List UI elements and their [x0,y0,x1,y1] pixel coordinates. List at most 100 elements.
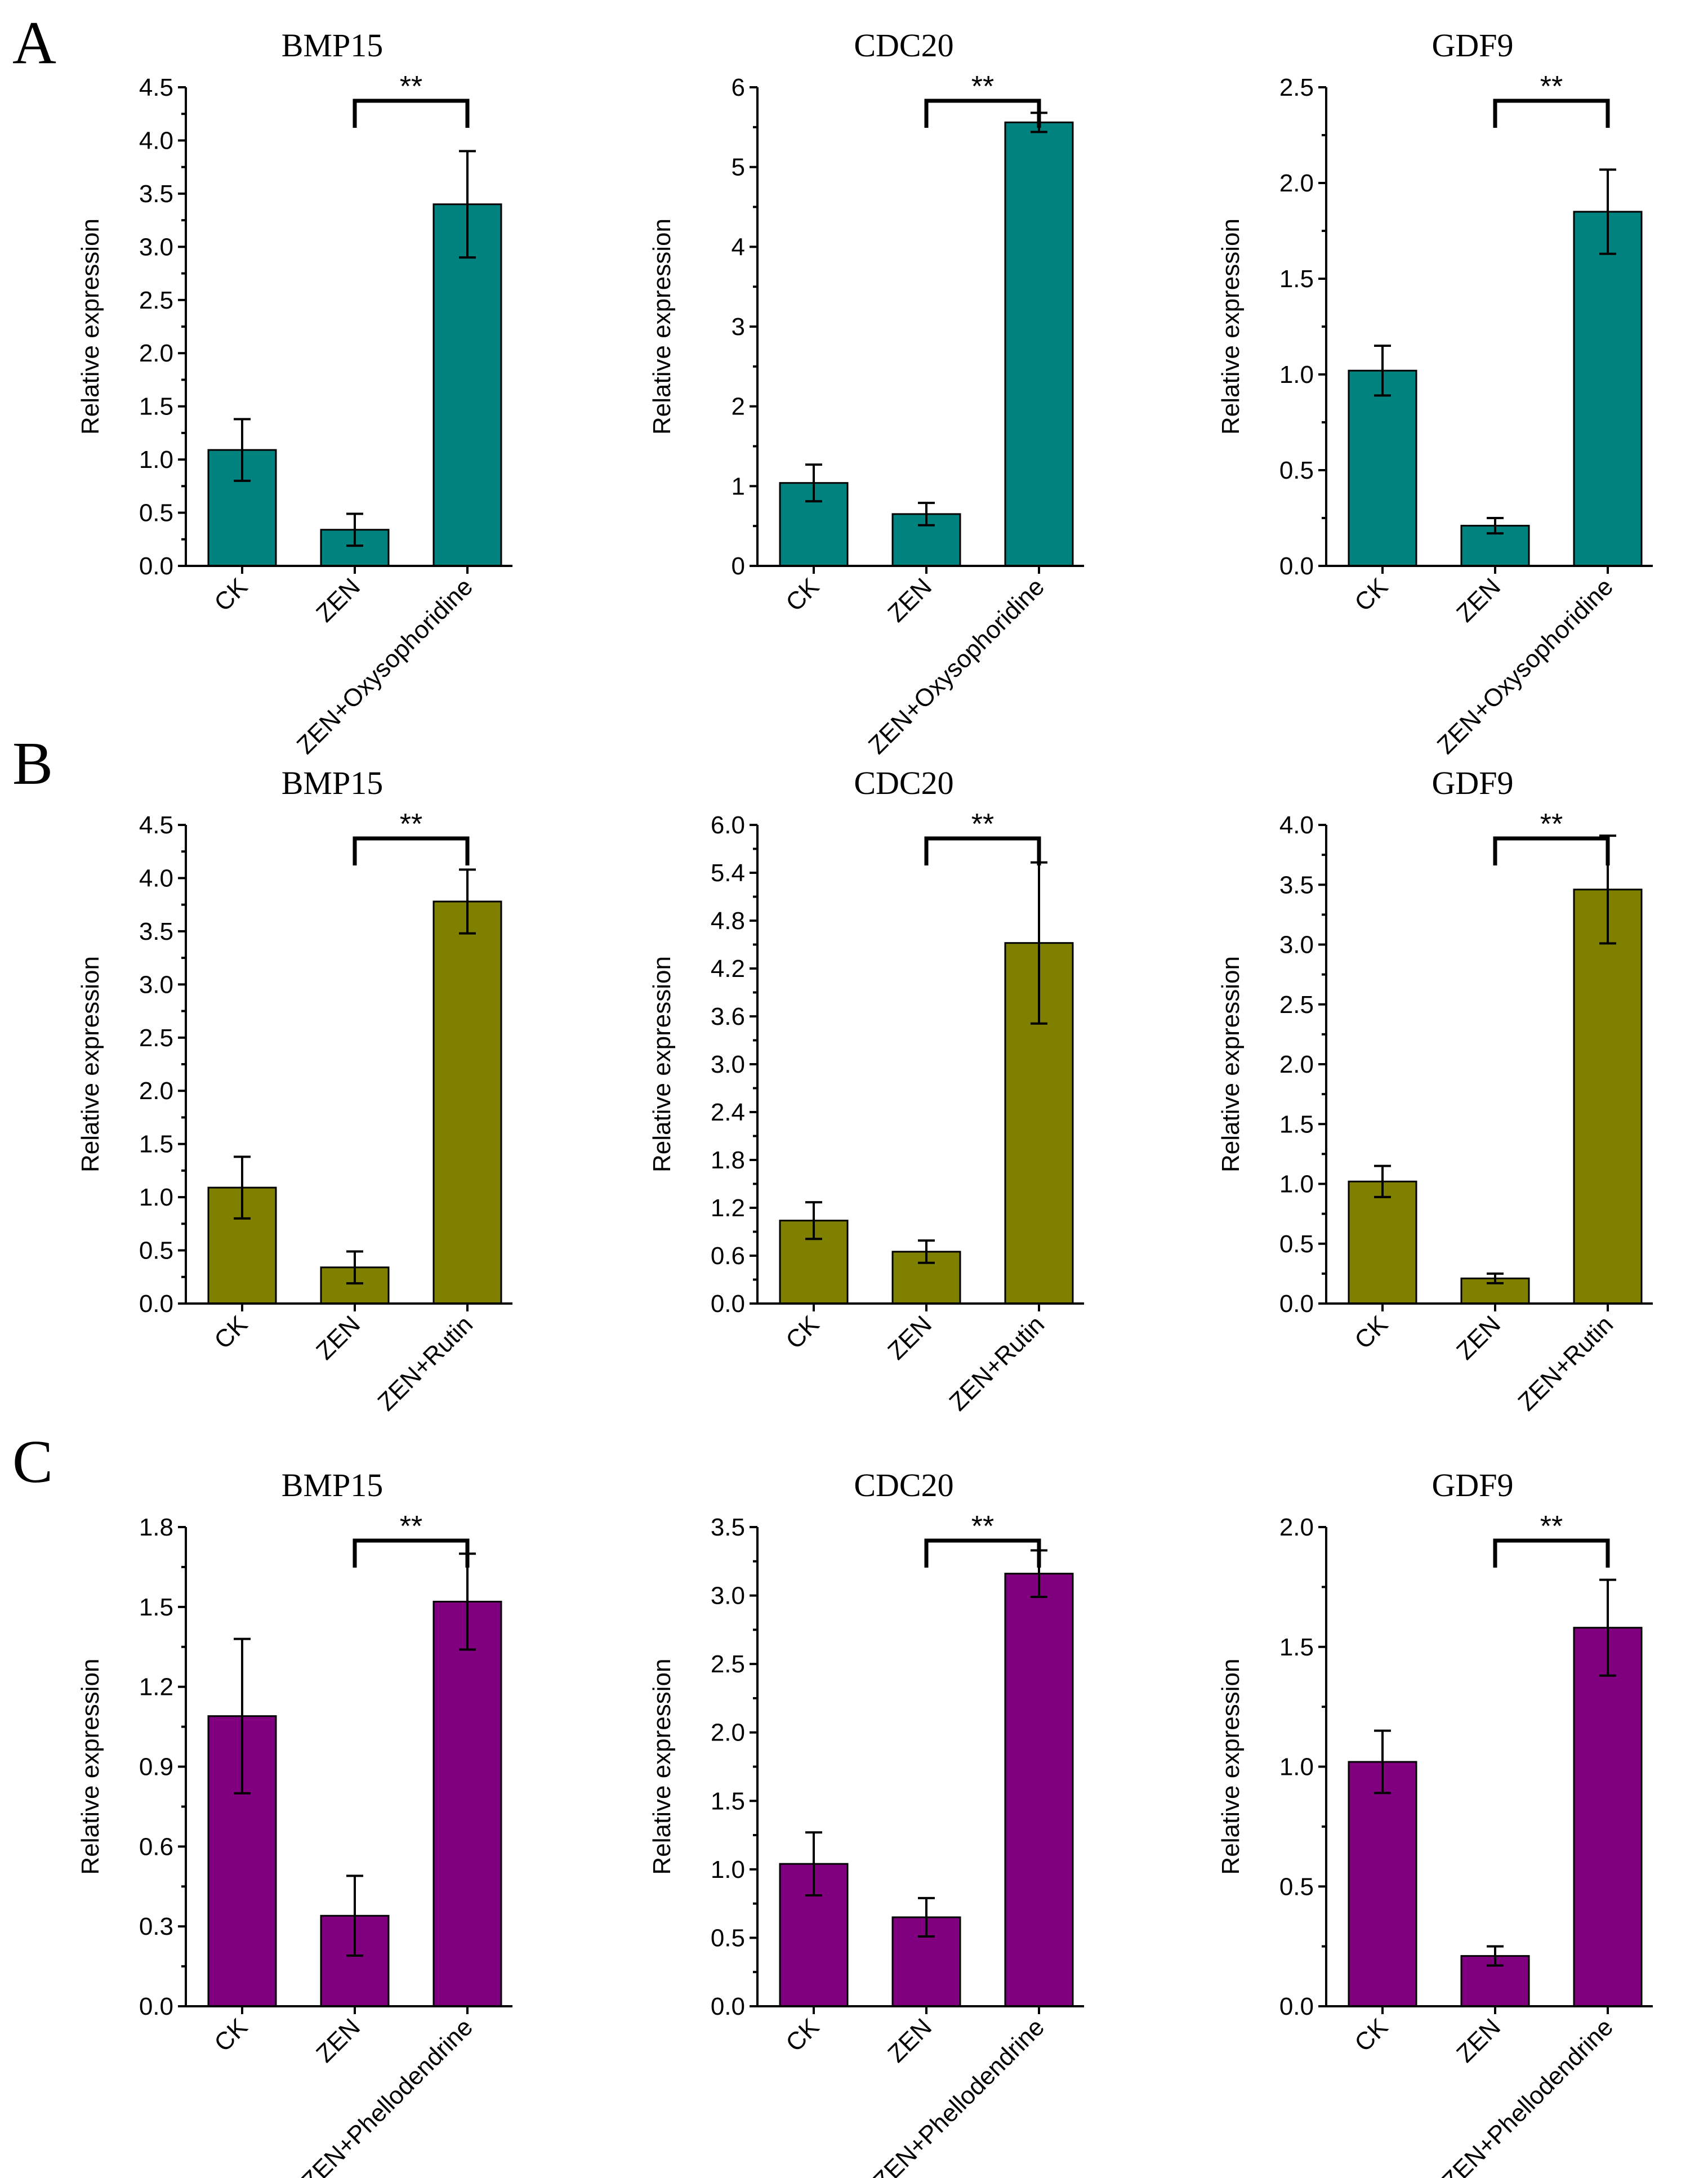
y-tick-label: 1.0 [1279,361,1314,389]
bar [1004,121,1074,567]
y-tick-label: 2.4 [711,1099,745,1126]
y-tick-label: 6 [732,74,745,101]
y-tick-label: 3.0 [711,1051,745,1078]
chart-title: GDF9 [1431,27,1513,64]
y-tick-label: 1 [732,472,745,500]
y-tick-label: 0.0 [1279,1993,1314,2020]
y-tick-label: 1.0 [1279,1171,1314,1198]
y-tick-label: 1.5 [139,1131,173,1158]
category-label: ZEN+Rutin [944,1310,1050,1416]
y-tick-label: 0.5 [139,499,173,527]
y-tick-label: 2.5 [139,1024,173,1052]
y-tick-label: 2.5 [1279,991,1314,1019]
y-tick-label: 4.0 [139,127,173,154]
y-tick-label: 4.0 [139,864,173,892]
y-tick-label: 0.6 [711,1242,745,1270]
y-tick-label: 1.0 [139,1184,173,1211]
y-tick-label: 4.0 [1279,811,1314,839]
y-tick-label: 5 [732,154,745,181]
significance-label: ** [971,808,994,841]
category-label: CK [209,1310,253,1354]
category-label: CK [781,573,824,617]
y-tick-label: 2.0 [1279,1514,1314,1541]
category-label: ZEN [1451,2013,1506,2068]
chart-title: BMP15 [282,1467,383,1503]
y-tick-label: 6.0 [711,811,745,839]
significance-label: ** [400,1510,422,1543]
y-tick-label: 1.2 [139,1673,173,1701]
chart-title: BMP15 [282,27,383,64]
category-label: ZEN [311,1310,365,1365]
y-tick-label: 4.8 [711,907,745,935]
chart-title: BMP15 [282,765,383,801]
significance-label: ** [971,1510,994,1543]
bar [779,482,849,567]
y-axis-title: Relative expression [1217,1659,1245,1875]
chart-title: CDC20 [854,27,953,64]
significance-bracket [353,836,470,865]
y-tick-label: 4.2 [711,955,745,983]
y-tick-label: 4.5 [139,811,173,839]
significance-label: ** [400,70,422,103]
category-label: ZEN [311,2013,365,2068]
y-axis-title: Relative expression [1217,218,1245,435]
category-label: CK [1349,2013,1393,2057]
y-tick-label: 2.0 [1279,169,1314,197]
bar [1004,1573,1074,2007]
chart-b-gdf9: GDF9 0.0 0.5 1.0 1.5 2.0 2.5 3.0 3.5 4.0 CK ZEN ZEN+… [1217,765,1653,1416]
category-label: ZEN+Rutin [372,1310,478,1416]
significance-label: ** [1540,70,1563,103]
significance-bracket [924,1538,1041,1568]
chart-b-bmp15: BMP15 0.0 0.5 1.0 1.5 2.0 2.5 3.0 3.5 4.0 4.5 CK ZEN… [77,765,512,1416]
y-axis-title: Relative expression [77,218,104,435]
y-tick-label: 1.5 [1279,265,1314,293]
significance-bracket [353,1538,470,1568]
y-tick-label: 3.5 [1279,871,1314,899]
y-tick-label: 3.0 [1279,931,1314,959]
y-tick-label: 1.5 [139,393,173,421]
chart-title: CDC20 [854,1467,953,1503]
bar [432,1600,502,2007]
y-tick-label: 0.3 [139,1913,173,1940]
y-tick-label: 4.5 [139,74,173,101]
y-tick-label: 2.0 [139,340,173,367]
y-tick-label: 0.0 [139,1993,173,2020]
category-label: CK [781,1310,824,1354]
y-tick-label: 0.0 [711,1993,745,2020]
y-tick-label: 0 [732,552,745,580]
y-tick-label: 3.5 [139,918,173,945]
significance-bracket [1493,99,1610,128]
chart-title: GDF9 [1431,1467,1513,1503]
y-tick-label: 3.0 [139,971,173,998]
significance-bracket [924,836,1041,865]
bar [1573,211,1643,567]
y-tick-label: 3.0 [711,1582,745,1610]
y-tick-label: 1.5 [1279,1634,1314,1661]
y-tick-label: 3.0 [139,233,173,261]
y-tick-label: 2.5 [1279,74,1314,101]
y-tick-label: 0.6 [139,1833,173,1860]
y-tick-label: 1.5 [1279,1110,1314,1138]
y-tick-label: 2.5 [139,287,173,314]
significance-bracket [924,99,1041,128]
y-tick-label: 0.0 [1279,1290,1314,1318]
y-tick-label: 0.5 [1279,457,1314,484]
y-tick-label: 1.0 [1279,1753,1314,1781]
chart-b-cdc20: CDC20 0.0 0.6 1.2 1.8 2.4 3.0 3.6 4.2 4.8 5.4 6.0 CK… [648,765,1084,1416]
y-axis-title: Relative expression [77,956,104,1172]
y-tick-label: 0.5 [1279,1230,1314,1258]
chart-title: GDF9 [1431,765,1513,801]
y-tick-label: 0.0 [139,552,173,580]
bar [1348,1180,1417,1305]
significance-bracket [1493,836,1610,865]
y-tick-label: 3 [732,313,745,341]
bar [1348,1761,1417,2007]
category-label: ZEN [1451,573,1506,627]
y-tick-label: 3.5 [711,1514,745,1541]
category-label: ZEN [882,1310,937,1365]
y-tick-label: 1.2 [711,1194,745,1222]
